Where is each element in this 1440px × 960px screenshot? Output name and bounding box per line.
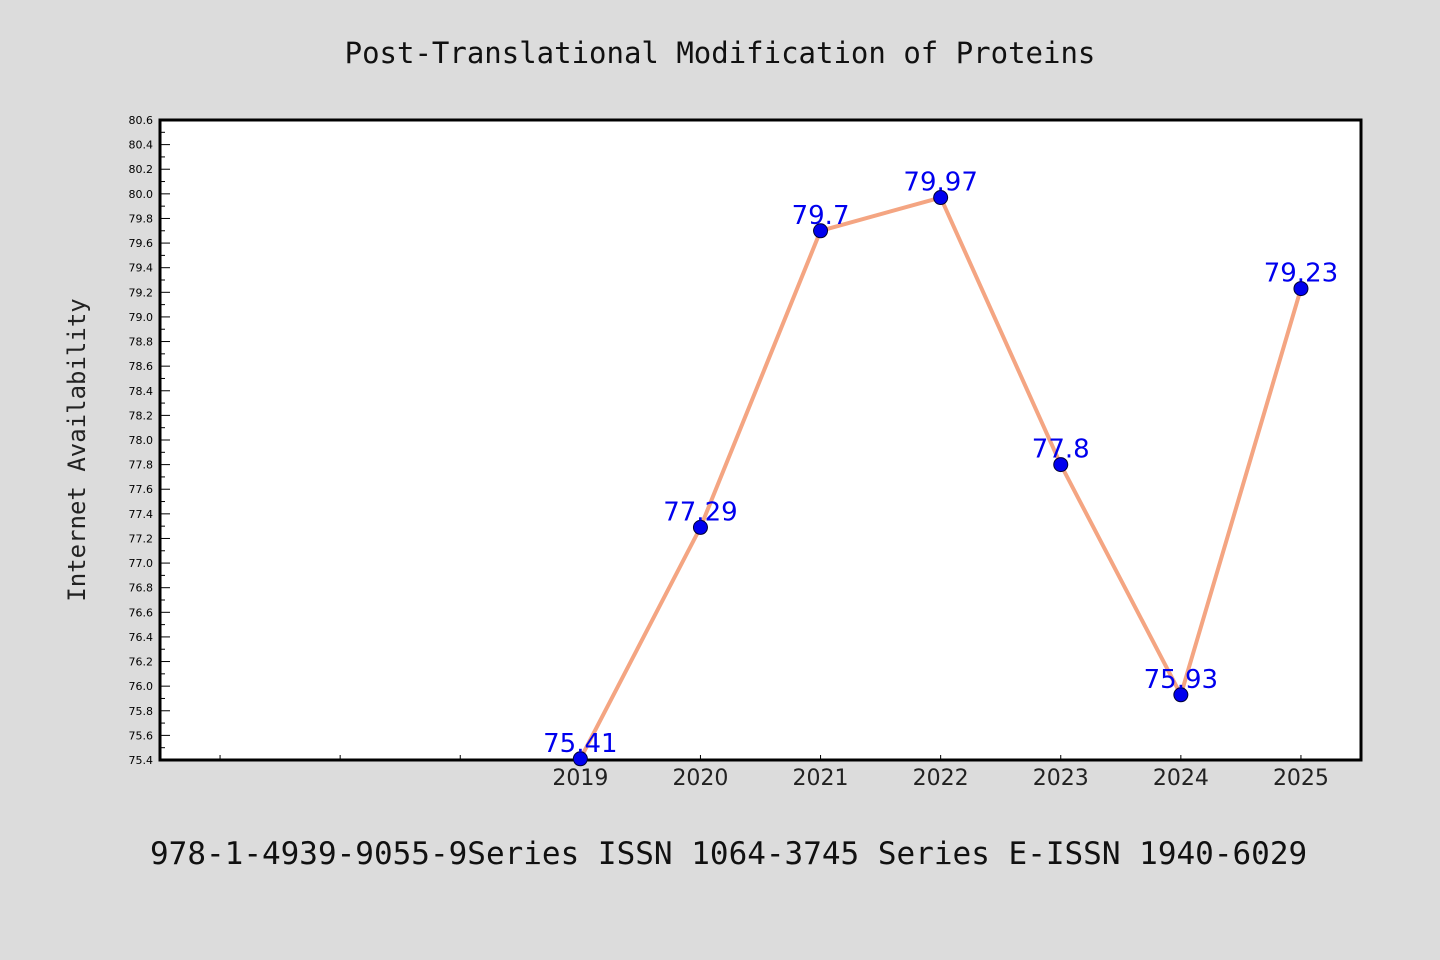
data-point-marker [813, 223, 829, 239]
y-tick-label: 79.0 [129, 311, 154, 324]
y-tick-label: 77.4 [129, 508, 154, 521]
data-label: 79.97 [903, 168, 977, 198]
data-point-marker [933, 190, 949, 206]
y-tick-label: 78.6 [129, 360, 154, 373]
data-labels-group: 75.41 77.29 79.7 79.97 77.8 75.93 79.23 [543, 168, 1338, 759]
y-tick-label: 76.4 [129, 631, 154, 644]
data-point-marker [692, 519, 708, 535]
y-tick-label: 77.6 [129, 483, 154, 496]
data-label: 75.93 [1144, 665, 1218, 695]
y-tick-label: 77.2 [129, 532, 154, 545]
y-tick-label: 76.8 [129, 582, 154, 595]
y-tick-label: 79.4 [129, 262, 154, 275]
y-tick-label: 80.4 [129, 139, 154, 152]
data-label: 79.7 [792, 201, 850, 231]
x-tick-label: 2025 [1273, 766, 1329, 791]
x-tick-label: 2020 [672, 766, 728, 791]
data-point-marker [1053, 457, 1069, 473]
footer-isbn-text: 978-1-4939-9055-9Series ISSN 1064-3745 S… [150, 836, 1307, 872]
y-tick-label: 76.2 [129, 656, 154, 669]
chart-title: Post-Translational Modification of Prote… [345, 36, 1096, 70]
data-point-marker [1293, 281, 1309, 297]
data-label: 77.29 [663, 497, 737, 527]
y-tick-label: 76.0 [129, 680, 154, 693]
series-group [572, 190, 1309, 767]
y-tick-label: 77.0 [129, 557, 154, 570]
x-tick-label: 2019 [552, 766, 608, 791]
y-axis-title: Internet Availability [63, 298, 91, 601]
y-tick-label: 78.8 [129, 336, 154, 349]
data-label: 77.8 [1032, 435, 1090, 465]
data-point-marker [572, 751, 588, 767]
y-tick-label: 75.8 [129, 705, 154, 718]
y-tick-label: 80.6 [129, 114, 154, 127]
y-tick-label: 80.0 [129, 188, 154, 201]
data-label: 75.41 [543, 729, 617, 759]
x-tick-label: 2022 [913, 766, 969, 791]
y-axis: 75.4 75.6 75.8 76.0 76.2 76.4 76.6 76.8 77.0 77.2… [129, 114, 170, 767]
y-tick-label: 76.6 [129, 606, 154, 619]
y-tick-label: 78.4 [129, 385, 154, 398]
y-tick-label: 80.2 [129, 163, 154, 176]
x-tick-label: 2024 [1153, 766, 1209, 791]
y-tick-label: 77.8 [129, 459, 154, 472]
x-tick-label: 2023 [1033, 766, 1089, 791]
y-tick-label: 75.6 [129, 729, 154, 742]
x-tick-label: 2021 [793, 766, 849, 791]
data-label: 79.23 [1264, 259, 1338, 289]
y-tick-label: 79.6 [129, 237, 154, 250]
y-tick-label: 79.8 [129, 212, 154, 225]
x-axis: 2019 2020 2021 2022 2023 2024 2025 [219, 755, 1329, 791]
data-point-marker [1173, 687, 1189, 703]
y-tick-label: 75.4 [129, 754, 154, 767]
y-tick-label: 78.0 [129, 434, 154, 447]
y-tick-label: 78.2 [129, 409, 154, 422]
y-tick-label: 79.2 [129, 286, 154, 299]
